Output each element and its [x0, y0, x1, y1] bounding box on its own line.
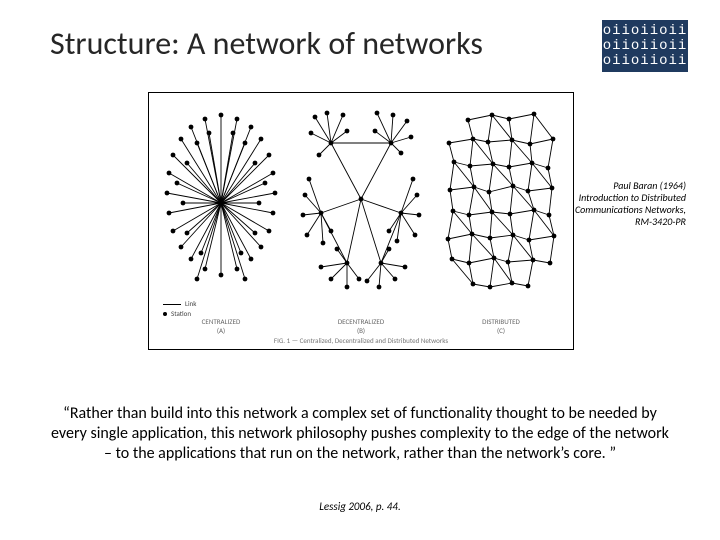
image-citation: Paul Baran (1964) Introduction to Distri…: [566, 180, 686, 228]
panel-a-label: CENTRALIZED(A): [157, 317, 285, 335]
legend-link-label: Link: [185, 299, 196, 308]
panel-distributed: [437, 103, 565, 293]
baran-network-diagram: Link Station CENTRALIZED(A) DECENTRALIZE…: [148, 92, 574, 350]
page-title: Structure: A network of networks: [50, 24, 483, 63]
panel-c-label: DISTRIBUTED(C): [437, 317, 565, 335]
panel-centralized: [157, 103, 285, 293]
figure-caption: FIG. 1 — Centralized, Decentralized and …: [149, 336, 573, 345]
panel-decentralized: [297, 103, 425, 293]
logo-row: oiioiioii: [603, 54, 688, 69]
logo-row: oiioiioii: [603, 39, 688, 54]
body-quote: “Rather than build into this network a c…: [48, 404, 672, 464]
panel-b-label: DECENTRALIZED(B): [297, 317, 425, 335]
logo-row: oiioiioii: [603, 24, 688, 39]
quote-source: Lessig 2006, p. 44.: [0, 500, 720, 513]
brand-logo: oiioiioii oiioiioii oiioiioii: [602, 20, 688, 72]
diagram-legend: Link Station: [163, 299, 196, 319]
